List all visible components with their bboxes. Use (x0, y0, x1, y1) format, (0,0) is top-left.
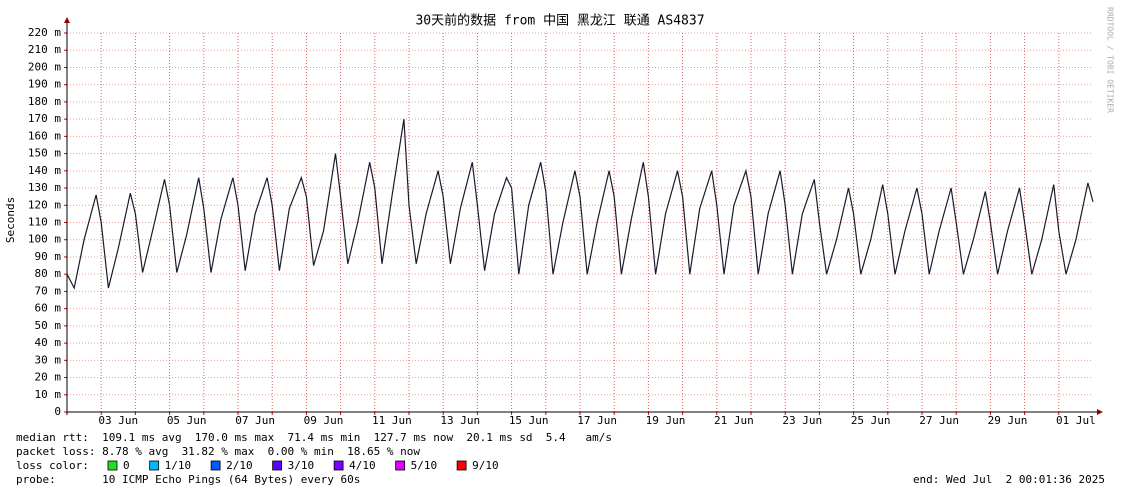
legend-label: 5/10 (411, 459, 438, 472)
stats-line: median rtt: 109.1 ms avg 170.0 ms max 71… (16, 431, 612, 444)
y-arrow (64, 17, 70, 23)
legend-swatch (272, 460, 283, 471)
x-tick-label: 11 Jun (372, 414, 412, 427)
legend-label: 3/10 (288, 459, 315, 472)
y-tick-label: 200 m (28, 60, 61, 73)
y-tick-label: 20 m (35, 371, 62, 384)
chart-title: 30天前的数据 from 中国 黑龙江 联通 AS4837 (415, 13, 704, 29)
probe: probe: 10 ICMP Echo Pings (64 Bytes) eve… (16, 473, 360, 486)
legend-label: 4/10 (349, 459, 376, 472)
x-tick-label: 07 Jun (235, 414, 275, 427)
x-tick-label: 05 Jun (167, 414, 207, 427)
legend-swatch (395, 460, 406, 471)
x-tick-label: 13 Jun (440, 414, 480, 427)
y-tick-label: 70 m (35, 284, 62, 297)
x-arrow (1097, 409, 1103, 415)
x-tick-label: 27 Jun (919, 414, 959, 427)
legend-swatch (149, 460, 160, 471)
x-tick-label: 09 Jun (304, 414, 344, 427)
x-tick-label: 23 Jun (782, 414, 822, 427)
x-tick-label: 17 Jun (577, 414, 617, 427)
y-tick-label: 210 m (28, 43, 61, 56)
legend-swatch (107, 460, 118, 471)
y-tick-label: 90 m (35, 250, 62, 263)
legend-swatch (456, 460, 467, 471)
y-tick-label: 30 m (35, 353, 62, 366)
side-text: RRDTOOL / TOBI OETIKER (1106, 7, 1115, 113)
end-time: end: Wed Jul 2 00:01:36 2025 (913, 473, 1105, 486)
x-tick-label: 15 Jun (509, 414, 549, 427)
x-tick-label: 01 Jul (1056, 414, 1096, 427)
y-tick-label: 80 m (35, 267, 62, 280)
x-tick-label: 29 Jun (988, 414, 1028, 427)
legend-swatch (333, 460, 344, 471)
loss-title: loss color: (16, 459, 89, 472)
x-tick-label: 21 Jun (714, 414, 754, 427)
y-tick-label: 60 m (35, 302, 62, 315)
legend-label: 2/10 (226, 459, 253, 472)
legend-label: 9/10 (472, 459, 499, 472)
y-tick-label: 120 m (28, 198, 61, 211)
x-tick-label: 19 Jun (646, 414, 686, 427)
y-tick-label: 100 m (28, 233, 61, 246)
legend-label: 1/10 (165, 459, 192, 472)
y-tick-label: 10 m (35, 388, 62, 401)
y-tick-label: 140 m (28, 164, 61, 177)
y-axis-label: Seconds (4, 197, 17, 243)
y-tick-label: 170 m (28, 112, 61, 125)
x-tick-label: 25 Jun (851, 414, 891, 427)
y-tick-label: 150 m (28, 147, 61, 160)
legend-label: 0 (123, 459, 130, 472)
rtt-line (66, 119, 1094, 290)
y-tick-label: 110 m (28, 216, 61, 229)
y-tick-label: 130 m (28, 181, 61, 194)
y-tick-label: 0 (54, 405, 61, 418)
y-tick-label: 220 m (28, 26, 61, 39)
x-tick-label: 03 Jun (98, 414, 138, 427)
y-tick-label: 40 m (35, 336, 62, 349)
y-tick-label: 180 m (28, 95, 61, 108)
y-tick-label: 190 m (28, 78, 61, 91)
stats-line: packet loss: 8.78 % avg 31.82 % max 0.00… (16, 445, 420, 458)
y-tick-label: 160 m (28, 129, 61, 142)
y-tick-label: 50 m (35, 319, 62, 332)
legend-swatch (210, 460, 221, 471)
